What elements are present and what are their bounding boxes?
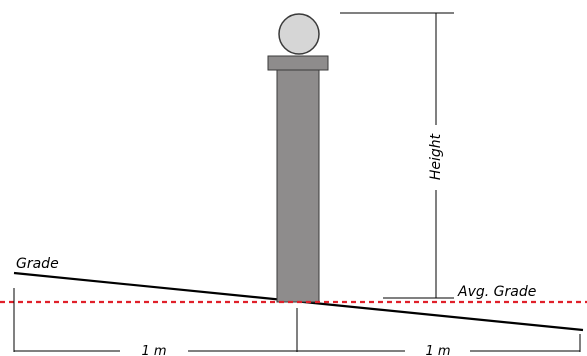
post-cap <box>267 55 329 71</box>
avg-grade-label: Avg. Grade <box>457 284 536 300</box>
grade-label: Grade <box>16 256 59 272</box>
post <box>276 69 320 303</box>
left-span-label: 1 m <box>141 344 166 356</box>
height-label: Height <box>428 133 444 180</box>
ball-finial <box>278 13 320 55</box>
right-span-label: 1 m <box>425 344 450 356</box>
